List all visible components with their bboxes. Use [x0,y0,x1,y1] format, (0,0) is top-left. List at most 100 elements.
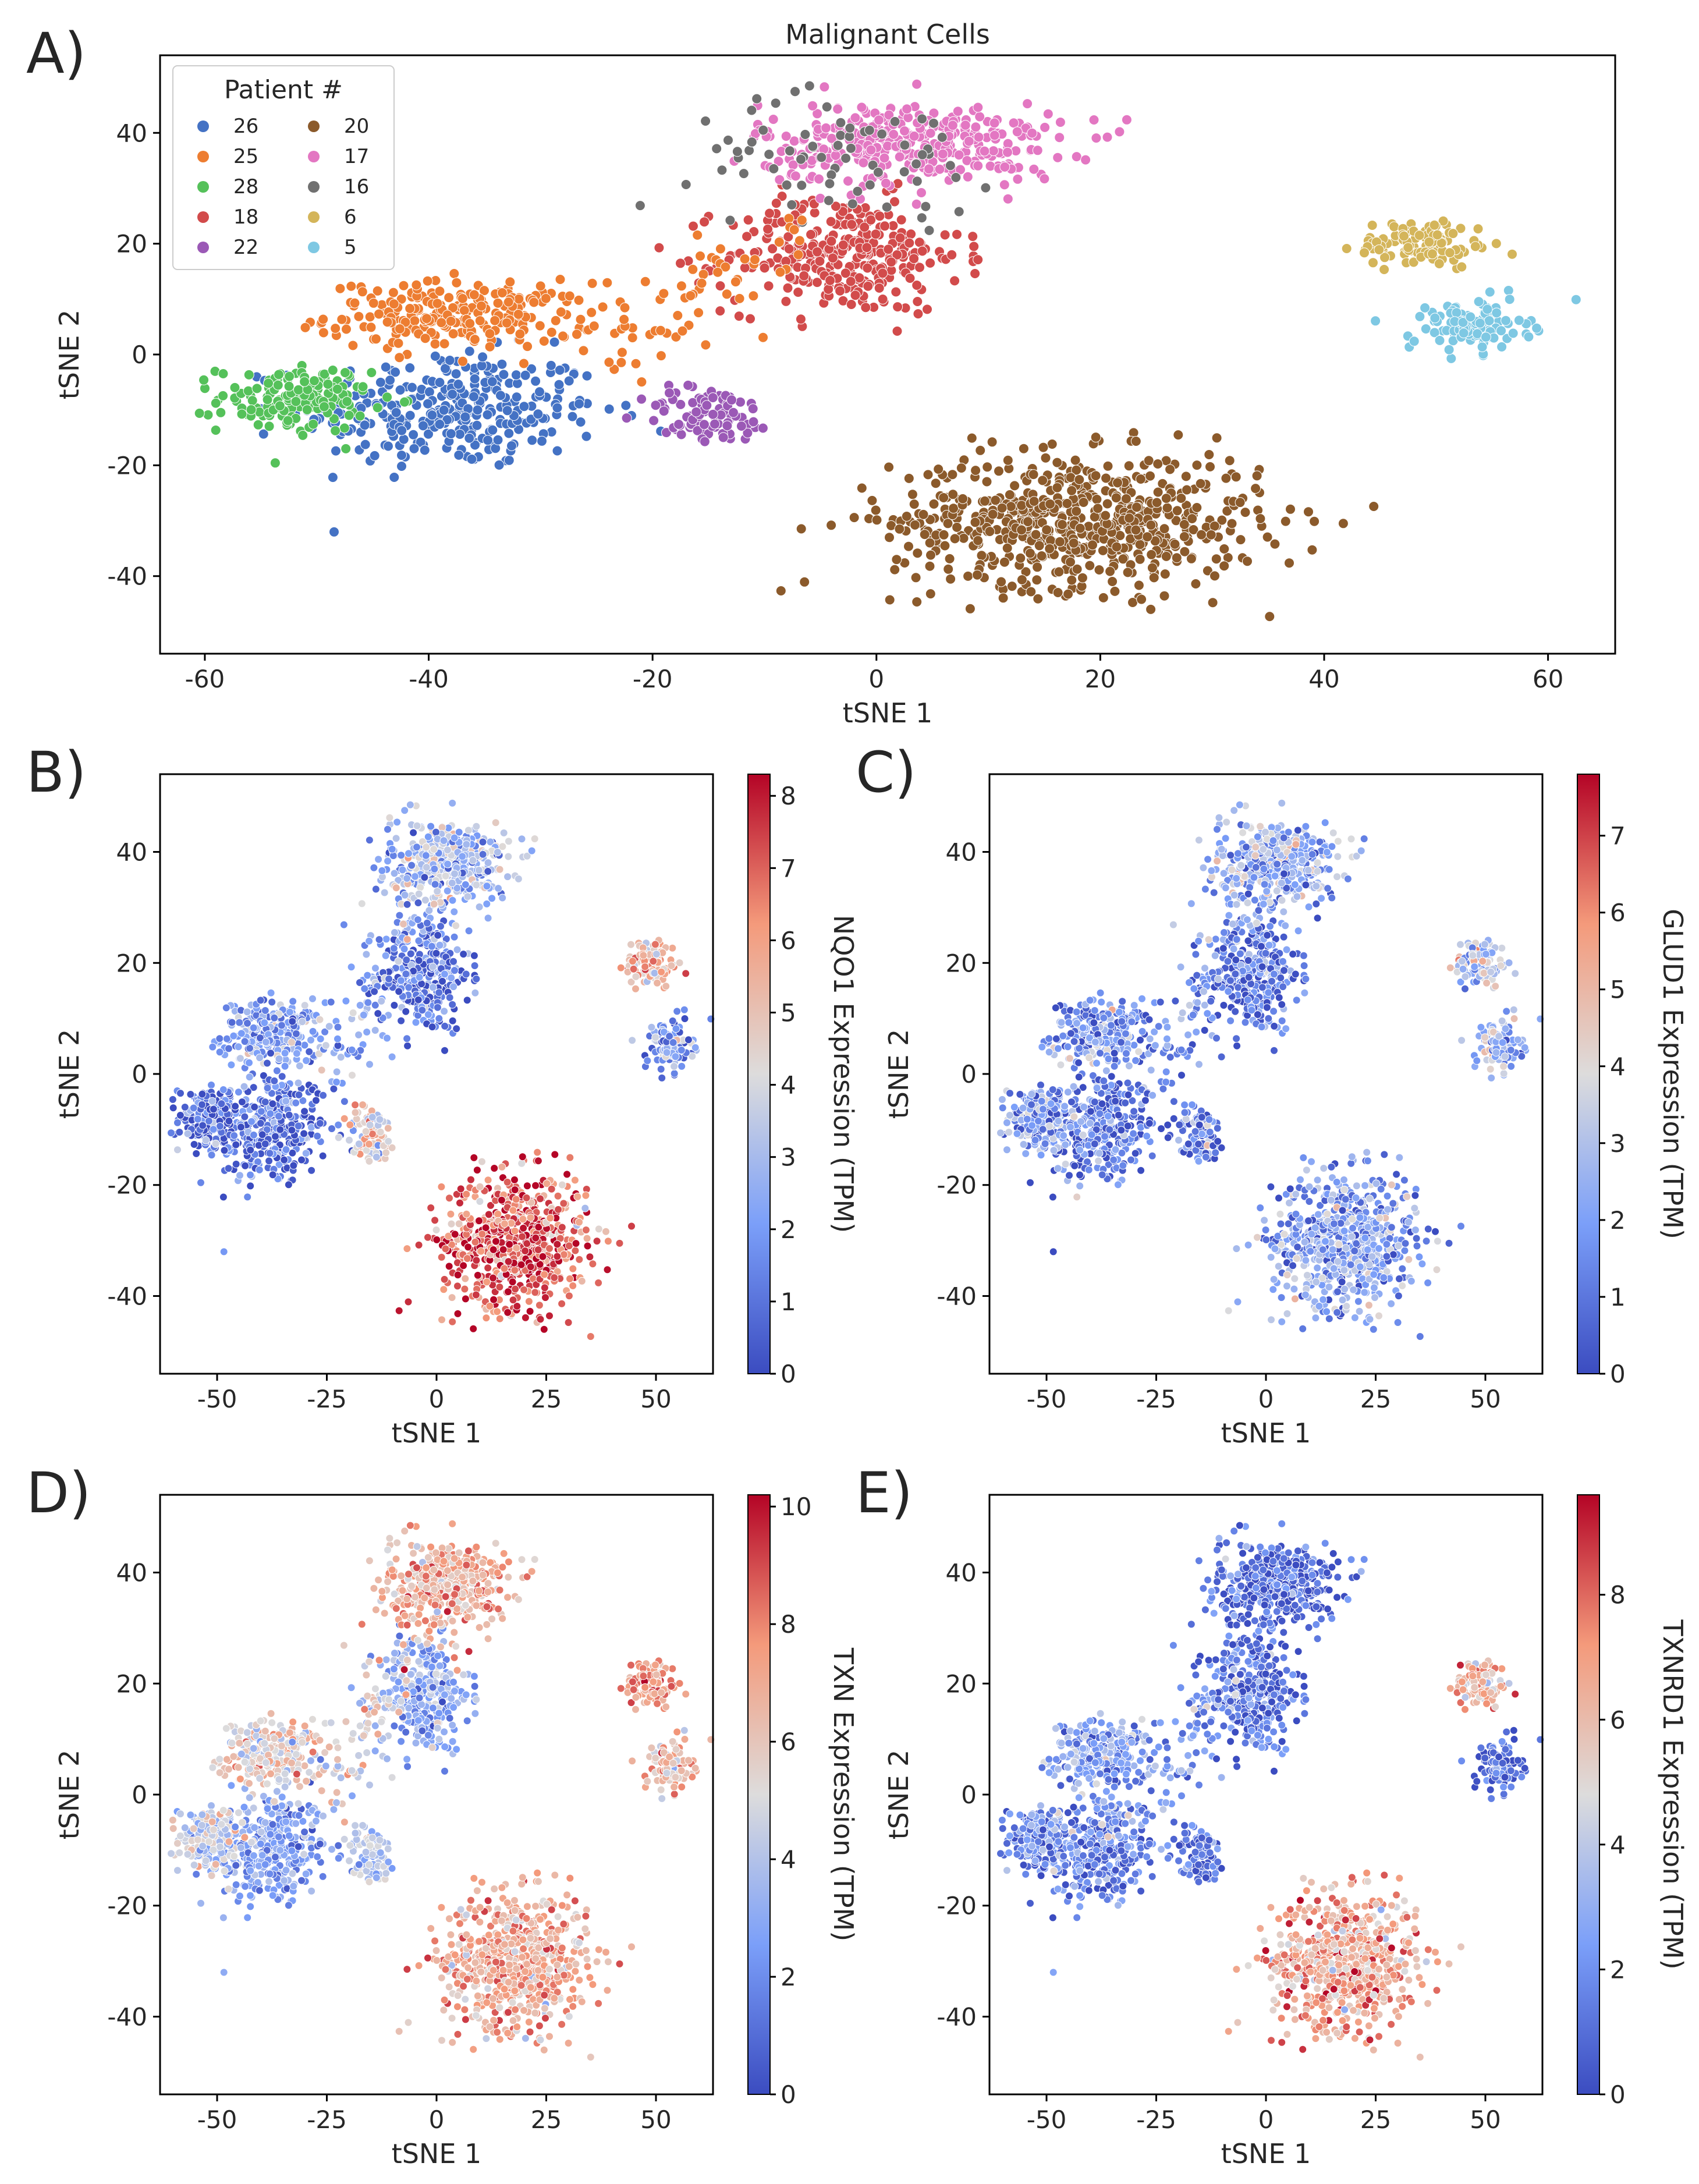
scatter-point [183,1129,192,1138]
scatter-point [1152,487,1164,498]
scatter-point [1065,472,1076,483]
scatter-point [498,369,509,380]
scatter-point [1107,576,1118,587]
scatter-point [1448,228,1459,239]
scatter-point [256,996,265,1005]
scatter-point [862,263,873,274]
scatter-point [1159,569,1170,580]
scatter-point [482,409,493,420]
scatter-point [1470,241,1481,252]
scatter-point [1513,315,1524,326]
scatter-point [1176,493,1187,504]
scatter-point [340,1114,349,1123]
scatter-point [392,884,400,892]
scatter-point [1242,556,1253,567]
scatter-point [422,863,431,871]
scatter-point [395,385,406,395]
scatter-point [435,941,444,949]
scatter-point [349,297,360,309]
scatter-point [327,365,338,375]
scatter-point [783,213,794,224]
scatter-point [925,549,936,561]
scatter-point [231,1102,240,1111]
scatter-point [554,1192,562,1200]
scatter-point [789,224,800,235]
scatter-point [500,1264,509,1273]
scatter-point [194,408,205,419]
scatter-point [403,900,412,909]
scatter-point [870,505,881,516]
scatter-point [1474,318,1485,329]
scatter-point [232,1140,240,1149]
scatter-point [445,993,454,1002]
scatter-point [823,195,834,206]
scatter-point [1491,307,1502,318]
scatter-point [594,1278,603,1287]
scatter-point [1446,353,1457,364]
scatter-point [230,1131,239,1140]
scatter-point [498,1162,506,1171]
scatter-point [909,253,920,264]
scatter-point [515,328,526,339]
scatter-point [783,243,794,254]
scatter-point [884,462,895,473]
x-tick-label: 0 [429,1385,445,1413]
scatter-point [395,1306,403,1315]
scatter-point [261,1038,270,1047]
scatter-point [463,996,471,1005]
scatter-point [435,988,444,997]
scatter-point [1015,552,1026,563]
scatter-point [894,151,905,162]
scatter-point [395,911,404,920]
scatter-point [437,922,445,931]
scatter-point [795,314,806,325]
scatter-point [340,443,352,454]
scatter-point [450,907,459,916]
scatter-point [467,1175,475,1184]
scatter-point [700,116,711,126]
scatter-point [366,367,377,378]
scatter-point [452,921,460,930]
scatter-point [459,305,470,316]
scatter-point [236,409,247,420]
scatter-point [520,1285,529,1294]
scatter-point [972,569,982,580]
scatter-point [403,1041,412,1050]
scatter-point [572,1239,580,1248]
scatter-point [757,423,768,434]
scatter-point [495,1314,504,1323]
scatter-point [503,1178,512,1186]
scatter-point [1063,588,1074,600]
scatter-point [1480,332,1491,343]
scatter-point [469,373,480,384]
scatter-point [632,984,640,993]
scatter-point [518,1153,527,1161]
scatter-point [1179,519,1190,530]
scatter-point [989,118,1000,129]
scatter-point [382,1148,391,1157]
scatter-point [570,1176,579,1185]
scatter-point [398,280,409,291]
scatter-point [1473,296,1484,307]
scatter-point [522,341,533,352]
scatter-point [662,1048,671,1057]
scatter-point [655,350,666,361]
scatter-point [504,852,513,861]
scatter-point [698,419,710,430]
scatter-point [1250,483,1261,494]
scatter-point [229,1031,238,1040]
scatter-point [604,403,615,414]
scatter-point [394,957,403,966]
scatter-point [453,945,462,954]
scatter-point [924,561,935,572]
scatter-point [359,1101,367,1109]
scatter-point [680,1015,689,1023]
scatter-point [237,1029,246,1038]
scatter-point [176,1089,185,1098]
scatter-point [503,428,515,439]
scatter-point [1039,173,1050,185]
scatter-point [938,529,949,540]
scatter-point [1152,459,1164,469]
scatter-point [825,216,836,227]
scatter-point [650,969,659,977]
